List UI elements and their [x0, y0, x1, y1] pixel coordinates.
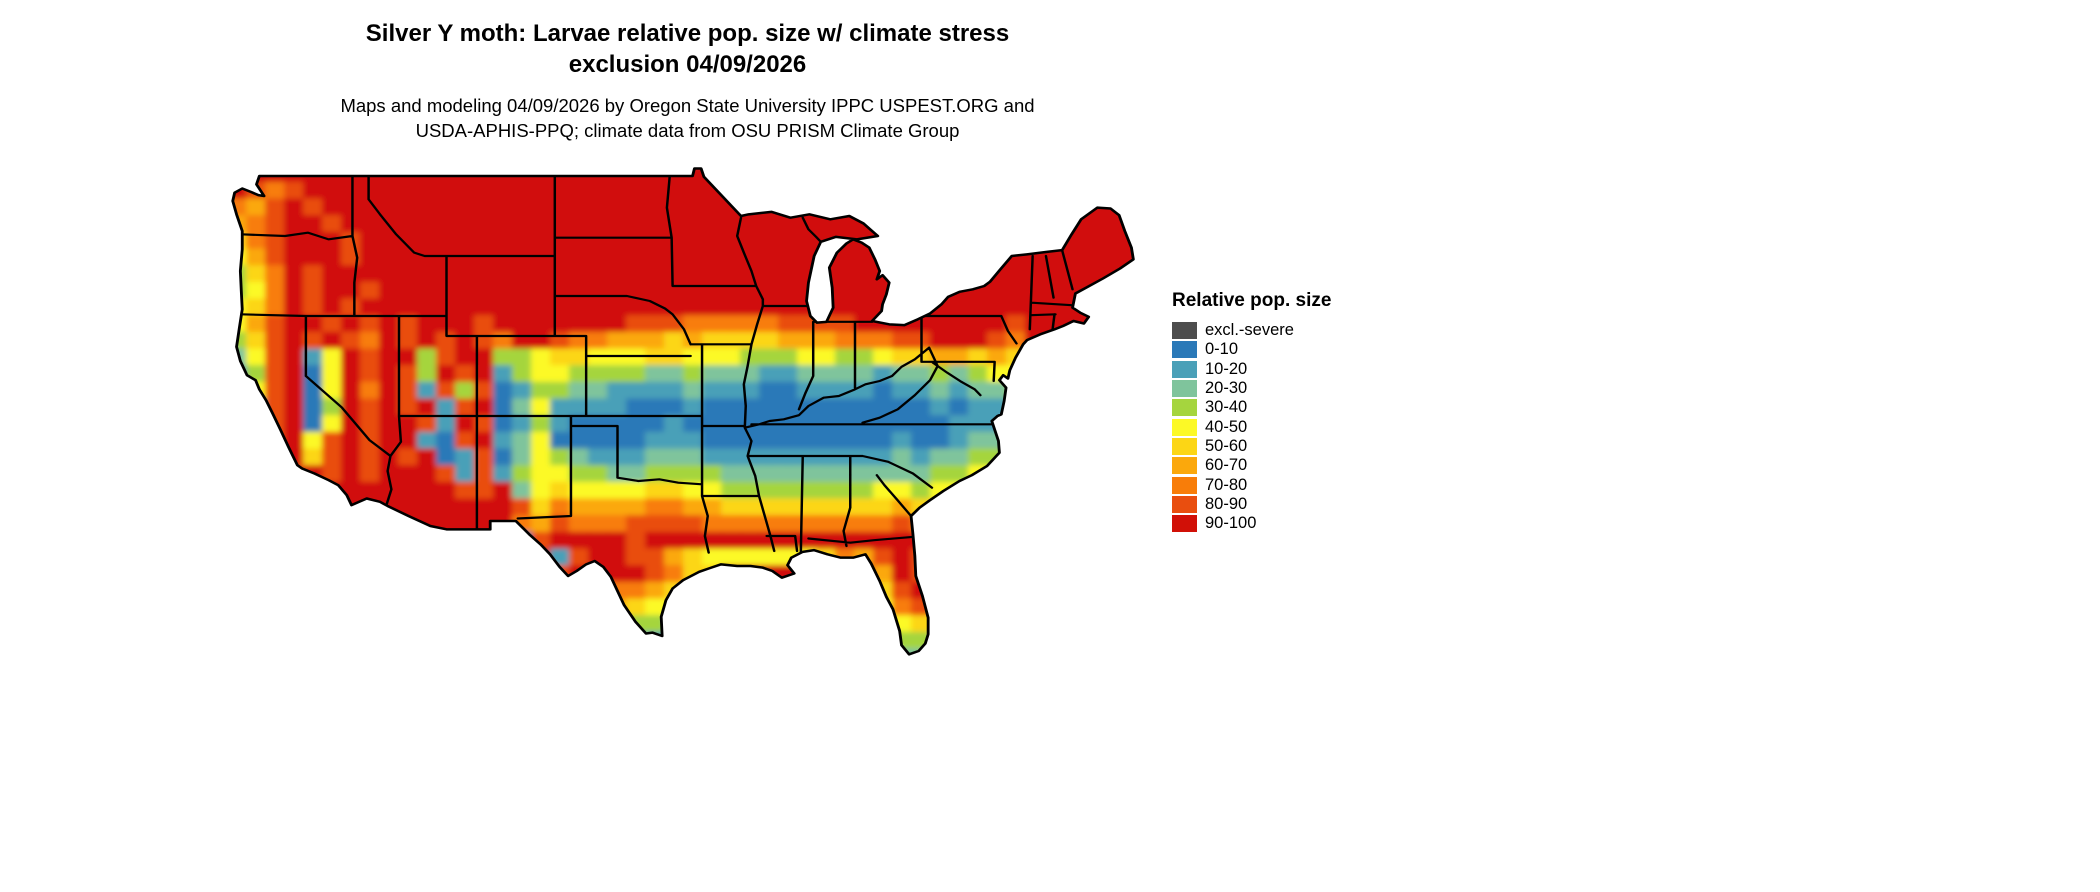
legend-swatch [1172, 360, 1197, 378]
us-outline [231, 167, 1135, 656]
legend-item: excl.-severe [1172, 321, 1331, 340]
legend-item: 50-60 [1172, 437, 1331, 456]
legend-item: 40-50 [1172, 417, 1331, 436]
legend-swatch [1172, 341, 1197, 359]
legend-swatch [1172, 457, 1197, 475]
map-subtitle: Maps and modeling 04/09/2026 by Oregon S… [0, 93, 1375, 143]
map-title-line2: exclusion 04/09/2026 [568, 51, 807, 78]
legend-swatch [1172, 495, 1197, 513]
legend-swatch [1172, 399, 1197, 417]
legend-swatch [1172, 476, 1197, 494]
legend-item: 20-30 [1172, 379, 1331, 398]
legend-label: 40-50 [1205, 417, 1248, 436]
map-subtitle-line2: USDA-APHIS-PPQ; climate data from OSU PR… [415, 120, 960, 141]
us-map [228, 166, 1140, 666]
map-svg [231, 167, 1135, 656]
legend-label: 20-30 [1205, 379, 1248, 398]
legend-swatch [1172, 322, 1197, 340]
legend-label: 10-20 [1205, 359, 1248, 378]
legend-swatch [1172, 418, 1197, 436]
legend-item: 90-100 [1172, 514, 1331, 533]
legend-swatch [1172, 380, 1197, 398]
legend-label: 60-70 [1205, 456, 1248, 475]
legend-item: 30-40 [1172, 398, 1331, 417]
legend-label: 0-10 [1205, 340, 1239, 359]
map-title-line1: Silver Y moth: Larvae relative pop. size… [365, 20, 1010, 47]
state-borders [240, 174, 1074, 554]
legend-item: 60-70 [1172, 456, 1331, 475]
title-block: Silver Y moth: Larvae relative pop. size… [0, 18, 1375, 143]
legend-label: 70-80 [1205, 475, 1248, 494]
legend-item: 0-10 [1172, 340, 1331, 359]
map-subtitle-line1: Maps and modeling 04/09/2026 by Oregon S… [340, 95, 1035, 116]
legend-label: 90-100 [1205, 514, 1257, 533]
legend-item: 80-90 [1172, 495, 1331, 514]
legend-item: 70-80 [1172, 475, 1331, 494]
legend-item: 10-20 [1172, 360, 1331, 379]
legend-label: 30-40 [1205, 398, 1248, 417]
legend: Relative pop. size excl.-severe 0-10 10-20… [1172, 290, 1331, 533]
legend-title: Relative pop. size [1172, 290, 1332, 311]
legend-swatch [1172, 515, 1197, 533]
legend-label: excl.-severe [1205, 321, 1294, 340]
legend-items: excl.-severe 0-10 10-20 20-30 30-40 40-50 50-6… [1172, 321, 1331, 533]
legend-swatch [1172, 437, 1197, 455]
legend-label: 80-90 [1205, 494, 1248, 513]
legend-label: 50-60 [1205, 436, 1248, 455]
